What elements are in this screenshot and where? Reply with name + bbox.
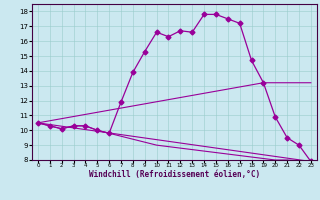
X-axis label: Windchill (Refroidissement éolien,°C): Windchill (Refroidissement éolien,°C): [89, 170, 260, 179]
